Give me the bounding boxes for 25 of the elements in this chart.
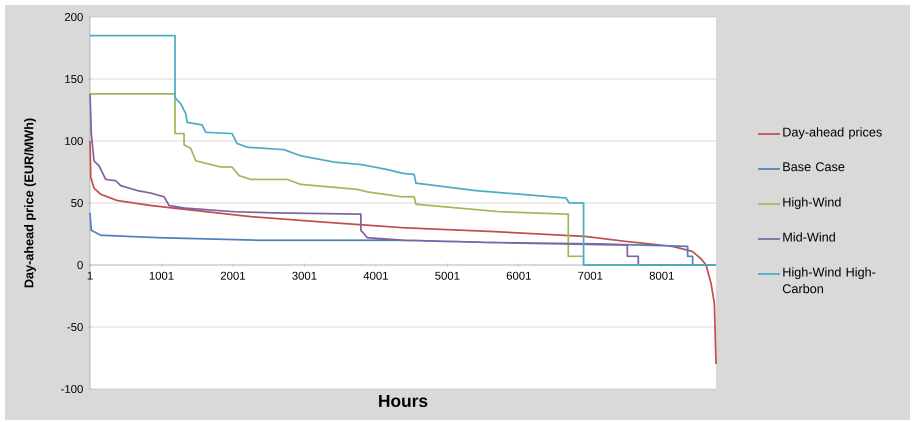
legend-label: High-Wind High-Carbon: [782, 267, 876, 294]
y-tick-label: 150: [65, 75, 83, 84]
x-tick-label: 5001: [435, 272, 460, 280]
y-tick-label: 100: [65, 136, 83, 146]
y-tick-label: -100: [61, 384, 83, 394]
y-tick-label: -50: [67, 322, 83, 332]
line-series: [89, 140, 717, 366]
x-tick-label: 1: [88, 272, 93, 280]
legend-label: High-Wind: [783, 197, 841, 210]
x-tick-label: 7001: [578, 272, 602, 280]
x-tick-label: 3001: [292, 272, 316, 280]
x-axis-title: Hours: [379, 394, 428, 408]
y-tick-label: 200: [64, 12, 83, 22]
x-tick-label: 8001: [650, 272, 674, 280]
x-tick-label: 6001: [506, 272, 531, 280]
y-tick-label: 50: [71, 199, 83, 208]
legend-label: Mid-Wind: [783, 232, 835, 242]
legend-label: Base Case: [783, 162, 844, 172]
line-series: [89, 34, 717, 266]
x-tick-label: 1001: [150, 272, 174, 280]
y-tick-label: 0: [77, 260, 83, 270]
x-tick-label: 4001: [364, 272, 388, 280]
y-axis-title: Day-ahead price (EUR/MWh): [24, 118, 36, 288]
legend-label: Day-ahead prices: [783, 127, 882, 140]
x-tick-label: 2001: [220, 272, 245, 280]
